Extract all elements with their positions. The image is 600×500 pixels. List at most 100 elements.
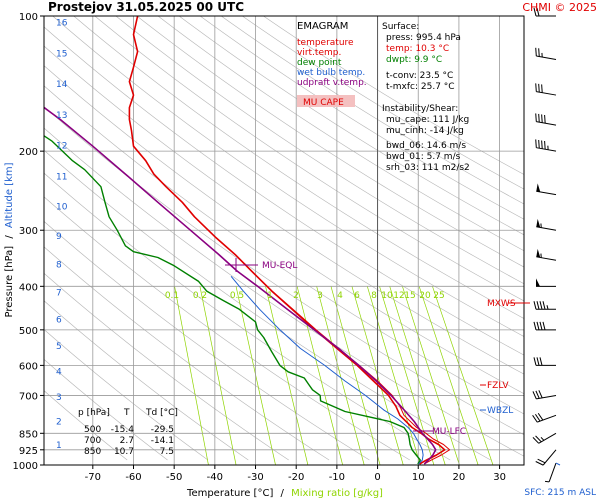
annotation-mu-lfc-label: MU-LFC — [432, 427, 466, 437]
annotation-mu-lfc: MU-LFC — [413, 427, 466, 437]
wind-barb-feather — [533, 7, 537, 17]
wind-barb — [536, 278, 556, 287]
wind-barb-half-feather — [546, 305, 549, 310]
wind-barb-feather — [536, 357, 540, 366]
mixing-ratio-label: 4 — [337, 291, 343, 301]
legend-item-updraft: udpraft v.temp. — [297, 78, 367, 88]
altitude-label: 2 — [56, 417, 62, 427]
y-tick-label: 100 — [19, 12, 38, 23]
wind-barb-staff — [536, 394, 557, 400]
svg-text:Temperature [°C] /: Temperature [°C] / Mixing ratio [g/kg] — [186, 488, 383, 499]
legend-title: EMAGRAM — [297, 21, 348, 32]
y-axis-label-altitude: Altitude [km] — [4, 162, 15, 228]
wind-barb-staff — [536, 190, 557, 196]
wind-barb-feather — [532, 415, 538, 423]
mixing-ratio-label: 2 — [293, 291, 299, 301]
wind-barb — [536, 218, 557, 231]
altitude-label: 12 — [56, 142, 67, 152]
wind-barb-feather — [538, 139, 540, 149]
mixing-ratio-label: 10 — [381, 291, 393, 301]
wind-barb-staff — [548, 462, 557, 483]
altitude-label: 8 — [56, 261, 62, 271]
y-tick-label: 400 — [19, 282, 38, 293]
mixing-ratio-line — [402, 286, 460, 465]
wind-barb-feather — [538, 83, 540, 93]
annotation-mu-eql-label: MU-EQL — [262, 261, 297, 271]
dry-adiabat — [178, 16, 524, 236]
annotation-fzlv: FZLV — [480, 381, 509, 391]
surface-title: Surface: — [382, 22, 419, 32]
mixing-ratio-line — [418, 286, 479, 465]
wind-barb-feather — [535, 435, 542, 443]
wind-barb-feather — [538, 390, 543, 399]
dry-adiabat — [44, 149, 491, 461]
dry-adiabat — [44, 106, 524, 436]
mixing-ratio-label: 12 — [393, 291, 404, 301]
x-tick-label: -70 — [85, 472, 101, 483]
mixing-ratio-line — [174, 286, 209, 465]
wind-barb-staff — [537, 414, 557, 423]
x-tick-label: -20 — [288, 472, 304, 483]
mixing-ratio-line — [366, 286, 421, 465]
levels-table: p [hPa] T Td [°C] 500 -15.4 -29.5 700 2.… — [78, 408, 178, 457]
wind-barb-feather — [542, 301, 546, 310]
dry-adiabat — [44, 358, 168, 461]
wind-barb — [545, 462, 557, 483]
wind-barb — [535, 139, 557, 152]
svg-text:Pressure [hPa] / A: Pressure [hPa] / Altitude [km] — [4, 162, 15, 317]
mixing-ratio-label: 0.5 — [230, 291, 244, 301]
mixing-ratio-label: 0.2 — [193, 291, 207, 301]
wind-barb-half-feather — [540, 436, 545, 441]
dry-adiabat — [44, 300, 249, 461]
altitude-label: 16 — [56, 19, 68, 29]
dry-adiabat — [73, 16, 524, 319]
y-tick-label: 300 — [19, 226, 38, 237]
instability-bwd-06: bwd_06: 14.6 m/s — [386, 141, 466, 151]
wind-barb-pennant — [536, 218, 541, 228]
wind-barb-staff — [536, 121, 557, 126]
wind-barb — [532, 412, 557, 423]
wind-barb-feather — [535, 83, 537, 92]
wind-barb — [532, 390, 557, 400]
wind-barb-feather — [538, 48, 540, 57]
wind-barb-staff — [536, 55, 557, 61]
levels-header-p: p [hPa] — [78, 408, 110, 418]
levels-row-2-td: 7.5 — [160, 447, 174, 457]
levels-row-0-t: -15.4 — [111, 425, 135, 435]
wind-barb-pennant — [536, 248, 541, 258]
instability-mu-cape: mu_cape: 111 J/kg — [386, 115, 469, 125]
surface-temp: temp: 10.3 °C — [386, 44, 449, 54]
mixing-ratio-line — [389, 286, 446, 465]
wind-barb-feather — [532, 391, 537, 400]
wind-barb-feather — [541, 114, 543, 123]
wind-barb-feather — [544, 140, 546, 150]
annotation-fzlv-label: FZLV — [487, 381, 509, 391]
wind-barb-pennant — [536, 183, 541, 192]
x-tick-label: -50 — [166, 472, 182, 483]
wind-barb-feather — [535, 113, 537, 122]
mixing-ratio-label: 3 — [317, 291, 323, 301]
dry-adiabat — [44, 196, 410, 461]
instability-title: Instability/Shear: — [382, 104, 458, 114]
series-line-udpraft-v-temp — [44, 106, 437, 465]
levels-row-1-td: -14.1 — [151, 436, 174, 446]
dry-adiabat — [44, 220, 370, 461]
x-axis-label-mixing: Mixing ratio [g/kg] — [291, 488, 383, 499]
surface-panel: Surface: press: 995.4 hPa temp: 10.3 °C … — [382, 22, 461, 92]
x-axis-title: Temperature [°C] / Mixing ratio [g/kg] — [186, 488, 383, 499]
annotation-mxws-label: MXWS — [487, 299, 516, 309]
wind-barb-feather — [541, 140, 543, 149]
x-axis-label: Temperature [°C] — [186, 488, 273, 499]
mixing-ratio-line — [296, 286, 343, 465]
levels-row-1-p: 700 — [84, 436, 101, 446]
wind-barb — [533, 7, 556, 17]
wind-barb-feather — [534, 413, 541, 422]
dry-adiabat — [157, 16, 524, 252]
wind-barb — [536, 248, 557, 261]
sfc-footer: SFC: 215 m ASL — [524, 488, 596, 498]
dry-adiabat — [44, 127, 524, 457]
x-tick-label: -60 — [125, 472, 141, 483]
surface-dwpt: dwpt: 9.9 °C — [386, 55, 442, 65]
altitude-label: 13 — [56, 111, 67, 121]
wind-barb-staff — [538, 432, 557, 444]
